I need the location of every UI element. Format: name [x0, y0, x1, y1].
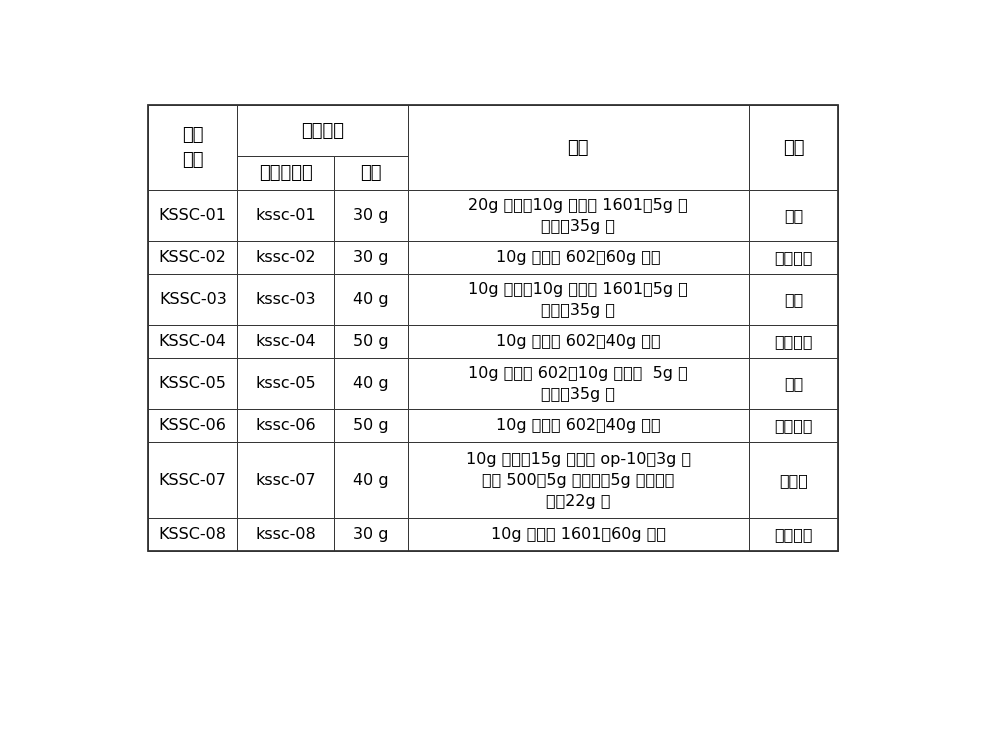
Bar	[237, 358, 334, 409]
Text: 剂型: 剂型	[783, 139, 804, 157]
Text: 试剂
编号: 试剂 编号	[182, 127, 204, 169]
Text: 质量: 质量	[360, 164, 382, 183]
Text: 30 g: 30 g	[353, 250, 389, 265]
Text: kssc-03: kssc-03	[256, 292, 316, 307]
Text: 活性成分: 活性成分	[301, 122, 344, 140]
Bar	[334, 191, 408, 241]
Text: KSSC-04: KSSC-04	[159, 334, 227, 349]
Text: KSSC-03: KSSC-03	[159, 292, 227, 307]
Text: 40 g: 40 g	[353, 473, 389, 488]
Bar	[334, 442, 408, 518]
Bar	[749, 442, 838, 518]
Text: KSSC-01: KSSC-01	[159, 208, 227, 223]
Bar	[334, 358, 408, 409]
Text: kssc-02: kssc-02	[256, 250, 316, 265]
Bar	[749, 241, 838, 275]
Text: kssc-01: kssc-01	[255, 208, 316, 223]
Bar	[749, 518, 838, 551]
Text: 水剂: 水剂	[784, 292, 803, 307]
Bar	[237, 191, 334, 241]
Bar	[148, 409, 237, 442]
Text: 助剂: 助剂	[568, 139, 589, 157]
Bar	[237, 442, 334, 518]
Bar	[749, 409, 838, 442]
Text: 40 g: 40 g	[353, 292, 389, 307]
Text: 10g 乳化剂 602，60g 乙醇: 10g 乳化剂 602，60g 乙醇	[496, 250, 661, 265]
Text: 可溶液剂: 可溶液剂	[774, 334, 813, 349]
Bar	[148, 105, 838, 551]
Text: 20g 乙醇，10g 乳化剂 1601，5g 乙
二醇，35g 水: 20g 乙醇，10g 乳化剂 1601，5g 乙 二醇，35g 水	[468, 198, 688, 234]
Bar	[334, 325, 408, 358]
Bar	[334, 518, 408, 551]
Text: 40 g: 40 g	[353, 376, 389, 391]
Bar	[148, 442, 237, 518]
Bar	[408, 409, 749, 442]
Bar	[148, 191, 237, 241]
Bar	[749, 325, 838, 358]
Bar	[334, 409, 408, 442]
Text: 50 g: 50 g	[353, 418, 389, 433]
Text: kssc-07: kssc-07	[256, 473, 316, 488]
Text: kssc-04: kssc-04	[256, 334, 316, 349]
Bar	[237, 156, 334, 191]
Bar	[148, 105, 237, 191]
Bar	[148, 325, 237, 358]
Text: 水剂: 水剂	[784, 376, 803, 391]
Bar	[237, 275, 334, 325]
Bar	[408, 241, 749, 275]
Bar	[408, 191, 749, 241]
Text: 水剂: 水剂	[784, 208, 803, 223]
Text: 10g 乙醇，10g 乳化剂 1601，5g 乙
二醇，35g 水: 10g 乙醇，10g 乳化剂 1601，5g 乙 二醇，35g 水	[468, 282, 688, 318]
Text: KSSC-07: KSSC-07	[159, 473, 227, 488]
Text: 10g 乳化剂 602，40g 乙醇: 10g 乳化剂 602，40g 乙醇	[496, 334, 661, 349]
Text: 30 g: 30 g	[353, 208, 389, 223]
Bar	[408, 105, 749, 191]
Bar	[408, 358, 749, 409]
Text: KSSC-08: KSSC-08	[159, 528, 227, 542]
Text: 30 g: 30 g	[353, 528, 389, 542]
Bar	[749, 358, 838, 409]
Text: 10g 乙醇，15g 乳化剂 op-10，3g 乳
化剂 500，5g 乙二醇，5g 二甲基亚
砜，22g 水: 10g 乙醇，15g 乳化剂 op-10，3g 乳 化剂 500，5g 乙二醇，…	[466, 452, 691, 509]
Text: 可溶液剂: 可溶液剂	[774, 418, 813, 433]
Bar	[334, 156, 408, 191]
Bar	[408, 275, 749, 325]
Bar	[237, 241, 334, 275]
Bar	[749, 275, 838, 325]
Text: KSSC-06: KSSC-06	[159, 418, 227, 433]
Bar	[237, 105, 408, 156]
Bar	[237, 325, 334, 358]
Bar	[334, 275, 408, 325]
Text: 可溶液剂: 可溶液剂	[774, 528, 813, 542]
Bar	[237, 518, 334, 551]
Text: kssc-08: kssc-08	[255, 528, 316, 542]
Bar	[749, 191, 838, 241]
Text: 提取液编号: 提取液编号	[259, 164, 313, 183]
Text: 可溶液剂: 可溶液剂	[774, 250, 813, 265]
Text: kssc-06: kssc-06	[256, 418, 316, 433]
Text: KSSC-02: KSSC-02	[159, 250, 227, 265]
Text: 微乳剂: 微乳剂	[779, 473, 808, 488]
Bar	[148, 518, 237, 551]
Text: 50 g: 50 g	[353, 334, 389, 349]
Text: kssc-05: kssc-05	[256, 376, 316, 391]
Bar	[749, 105, 838, 191]
Bar	[148, 358, 237, 409]
Bar	[408, 518, 749, 551]
Text: 10g 乳化剂 1601，60g 乙醇: 10g 乳化剂 1601，60g 乙醇	[491, 528, 666, 542]
Bar	[148, 275, 237, 325]
Bar	[408, 325, 749, 358]
Text: 10g 乳化剂 602，40g 乙醇: 10g 乳化剂 602，40g 乙醇	[496, 418, 661, 433]
Text: 10g 乳化剂 602，10g 乙醇，  5g 乙
二醇，35g 水: 10g 乳化剂 602，10g 乙醇， 5g 乙 二醇，35g 水	[468, 366, 688, 402]
Bar	[148, 241, 237, 275]
Text: KSSC-05: KSSC-05	[159, 376, 227, 391]
Bar	[237, 409, 334, 442]
Bar	[334, 241, 408, 275]
Bar	[408, 442, 749, 518]
